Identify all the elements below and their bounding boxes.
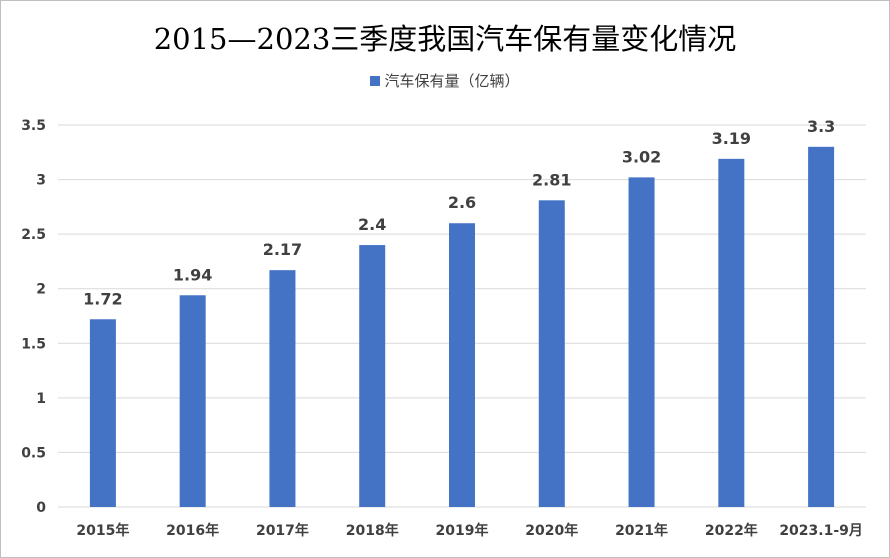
data-label: 3.19 <box>712 129 751 148</box>
legend-label: 汽车保有量（亿辆） <box>384 72 520 90</box>
data-label: 2.6 <box>448 193 476 212</box>
legend-swatch <box>370 75 381 86</box>
bar <box>718 158 745 507</box>
x-tick-label: 2023.1-9月 <box>779 523 863 539</box>
y-tick-label: 0 <box>36 500 46 516</box>
x-tick-label: 2015年 <box>76 522 129 539</box>
x-tick-label: 2020年 <box>525 522 578 539</box>
data-label: 2.81 <box>532 170 571 189</box>
data-label: 3.3 <box>807 117 835 136</box>
x-tick-label: 2022年 <box>705 522 758 539</box>
data-label: 3.02 <box>622 147 661 166</box>
y-tick-label: 2.5 <box>21 227 46 243</box>
bar <box>89 319 116 507</box>
x-tick-label: 2018年 <box>346 522 399 539</box>
data-label: 1.72 <box>83 289 122 308</box>
bar <box>269 270 296 507</box>
bar <box>179 295 206 507</box>
bar <box>359 245 386 508</box>
bar <box>449 223 475 507</box>
x-tick-label: 2021年 <box>615 522 668 539</box>
x-tick-label: 2016年 <box>166 522 219 539</box>
bar <box>628 177 655 508</box>
data-label: 2.17 <box>263 240 302 259</box>
legend: 汽车保有量（亿辆） <box>0 70 890 91</box>
bar <box>538 200 565 507</box>
y-tick-label: 3 <box>36 173 46 189</box>
x-tick-label: 2019年 <box>436 522 489 539</box>
y-tick-label: 3.5 <box>21 118 46 134</box>
chart-title: 2015—2023三季度我国汽车保有量变化情况 <box>153 22 737 56</box>
x-tick-label: 2017年 <box>256 522 309 539</box>
data-label: 1.94 <box>173 265 212 284</box>
y-tick-label: 2 <box>36 282 46 298</box>
bar <box>808 146 835 508</box>
y-tick-label: 1.5 <box>21 336 46 352</box>
data-label: 2.4 <box>358 215 386 234</box>
y-tick-label: 1 <box>36 391 46 407</box>
y-tick-label: 0.5 <box>21 445 46 461</box>
